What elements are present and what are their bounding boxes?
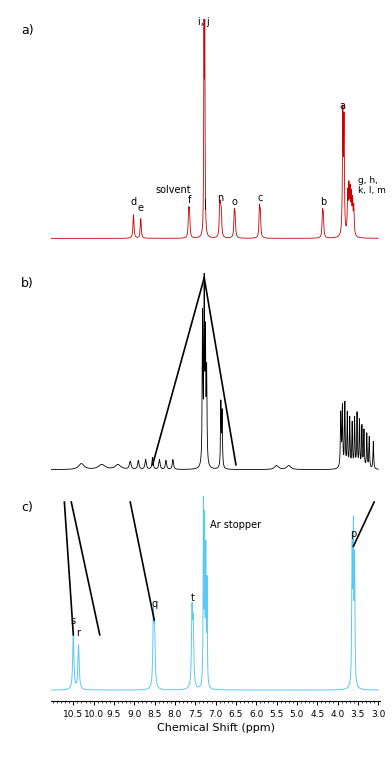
- Text: e: e: [138, 203, 144, 213]
- Text: a: a: [340, 101, 346, 111]
- Text: c: c: [257, 193, 263, 203]
- Text: i, j: i, j: [198, 17, 210, 27]
- Text: g, h,
k, l, m: g, h, k, l, m: [358, 176, 386, 196]
- Text: n: n: [217, 193, 223, 203]
- Text: s: s: [71, 615, 76, 625]
- Text: c): c): [21, 500, 33, 514]
- Text: Ar stopper: Ar stopper: [209, 521, 261, 531]
- Text: r: r: [76, 628, 81, 638]
- Text: a): a): [21, 23, 34, 36]
- Text: solvent: solvent: [156, 185, 191, 196]
- Text: o: o: [232, 197, 238, 207]
- X-axis label: Chemical Shift (ppm): Chemical Shift (ppm): [156, 723, 275, 733]
- Text: b: b: [320, 197, 326, 207]
- Text: f: f: [187, 195, 191, 205]
- Text: b): b): [21, 277, 34, 290]
- Text: d: d: [131, 197, 136, 207]
- Text: q: q: [151, 599, 157, 609]
- Text: p: p: [350, 529, 357, 539]
- Text: t: t: [191, 594, 194, 603]
